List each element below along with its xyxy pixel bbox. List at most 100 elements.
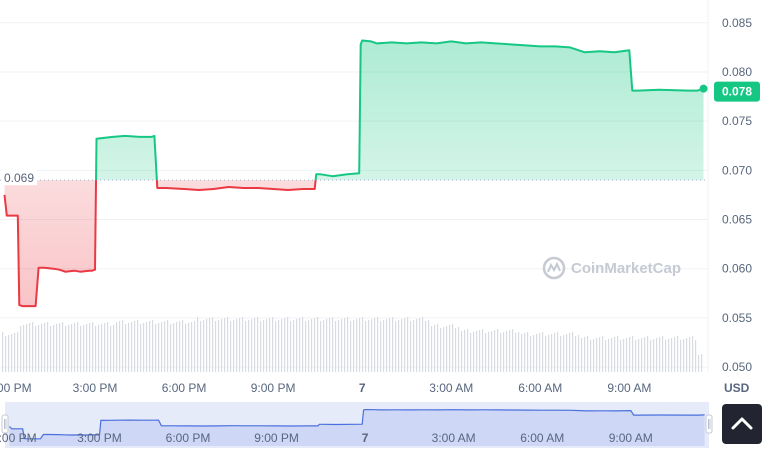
volume-bar — [425, 321, 427, 372]
volume-bar — [209, 318, 211, 372]
navigator-handle-right[interactable] — [705, 414, 713, 434]
volume-bar — [206, 319, 208, 372]
volume-bar — [116, 322, 118, 372]
volume-bar — [74, 323, 76, 372]
volume-bar — [629, 337, 631, 372]
volume-bar — [287, 317, 289, 372]
volume-bar — [140, 324, 142, 372]
volume-bar — [194, 321, 196, 372]
volume-bar — [38, 325, 40, 372]
volume-bar — [92, 322, 94, 372]
volume-bar — [584, 337, 586, 372]
volume-bar — [596, 338, 598, 372]
volume-bar — [404, 318, 406, 372]
volume-bar — [71, 324, 73, 372]
time-navigator: 12:00 PM 3:00 PM 6:00 PM 9:00 PM 7 3:00 AM 6:0… — [0, 402, 713, 448]
volume-bar — [218, 320, 220, 372]
volume-bar — [335, 321, 337, 372]
volume-bar — [560, 336, 562, 372]
volume-bar — [113, 325, 115, 372]
x-tick-label: 6:00 AM — [518, 381, 562, 395]
currency-unit-label: USD — [724, 381, 750, 395]
volume-bar — [617, 336, 619, 372]
volume-bar — [578, 335, 580, 372]
volume-bar — [14, 333, 16, 372]
navigator-tick-label: 9:00 PM — [254, 431, 299, 445]
x-tick-label: 6:00 PM — [162, 381, 207, 395]
volume-bar — [233, 320, 235, 372]
volume-bar — [575, 336, 577, 372]
volume-bar — [635, 340, 637, 372]
volume-bar — [530, 336, 532, 372]
volume-bar — [494, 330, 496, 372]
volume-bar — [359, 318, 361, 372]
navigator-tick-label: 12:00 PM — [0, 431, 37, 445]
volume-bar — [587, 336, 589, 372]
volume-bar — [332, 317, 334, 372]
volume-bar — [29, 323, 31, 372]
y-tick-label: 0.080 — [722, 65, 752, 79]
volume-bar — [200, 321, 202, 372]
volume-bar — [182, 320, 184, 372]
last-price-badge — [714, 81, 760, 102]
watermark-text: CoinMarketCap — [571, 260, 681, 277]
volume-bar — [305, 321, 307, 372]
volume-bar — [662, 336, 664, 372]
navigator-tick-label: 6:00 PM — [166, 431, 211, 445]
navigator-handle-left[interactable] — [1, 414, 9, 434]
reference-label-bg — [1, 169, 37, 186]
volume-bar — [239, 318, 241, 372]
volume-bar — [269, 318, 271, 372]
volume-bar — [215, 321, 217, 372]
volume-bar — [125, 324, 127, 372]
volume-bar — [242, 317, 244, 372]
volume-bar — [110, 326, 112, 372]
navigator-tick-label: 7 — [362, 431, 369, 445]
volume-bar — [17, 332, 19, 372]
volume-bar — [191, 322, 193, 372]
volume-bar — [329, 318, 331, 372]
volume-bar — [500, 333, 502, 372]
volume-bar — [536, 334, 538, 372]
volume-bar — [473, 332, 475, 372]
volume-bar — [689, 337, 691, 372]
volume-bar — [683, 339, 685, 372]
volume-bar — [221, 319, 223, 372]
price-line-down — [3, 180, 317, 308]
volume-bar — [77, 322, 79, 372]
volume-bar — [392, 317, 394, 372]
volume-bar — [488, 332, 490, 372]
volume-bar — [53, 325, 55, 372]
volume-bar — [650, 340, 652, 372]
volume-bar — [644, 337, 646, 372]
volume-bar — [311, 319, 313, 372]
volume-bar — [296, 319, 298, 372]
y-tick-label: 0.075 — [722, 114, 752, 128]
scroll-to-top-button[interactable] — [722, 404, 762, 444]
volume-bar — [122, 320, 124, 372]
volume-bar — [2, 332, 4, 372]
volume-bar — [671, 338, 673, 372]
volume-bar — [452, 324, 454, 372]
volume-bar — [68, 325, 70, 372]
volume-bar — [593, 339, 595, 372]
volume-bar — [620, 340, 622, 372]
volume-bar — [23, 325, 25, 372]
last-price-label: 0.078 — [722, 85, 752, 99]
volume-bar — [248, 320, 250, 372]
volume-bar — [626, 338, 628, 372]
volume-bar — [176, 322, 178, 372]
navigator-handle-right-grip[interactable] — [705, 414, 713, 434]
volume-bar — [26, 324, 28, 372]
volume-bar — [371, 319, 373, 372]
volume-bar — [419, 318, 421, 372]
volume-bar — [41, 324, 43, 372]
volume-bar — [356, 319, 358, 372]
volume-bar — [668, 339, 670, 372]
volume-bar — [107, 322, 109, 372]
chevron-up-icon — [731, 417, 753, 430]
volume-bar — [251, 319, 253, 372]
navigator-handle-left-grip[interactable] — [1, 414, 9, 434]
volume-bar — [236, 319, 238, 372]
volume-bar — [32, 322, 34, 372]
